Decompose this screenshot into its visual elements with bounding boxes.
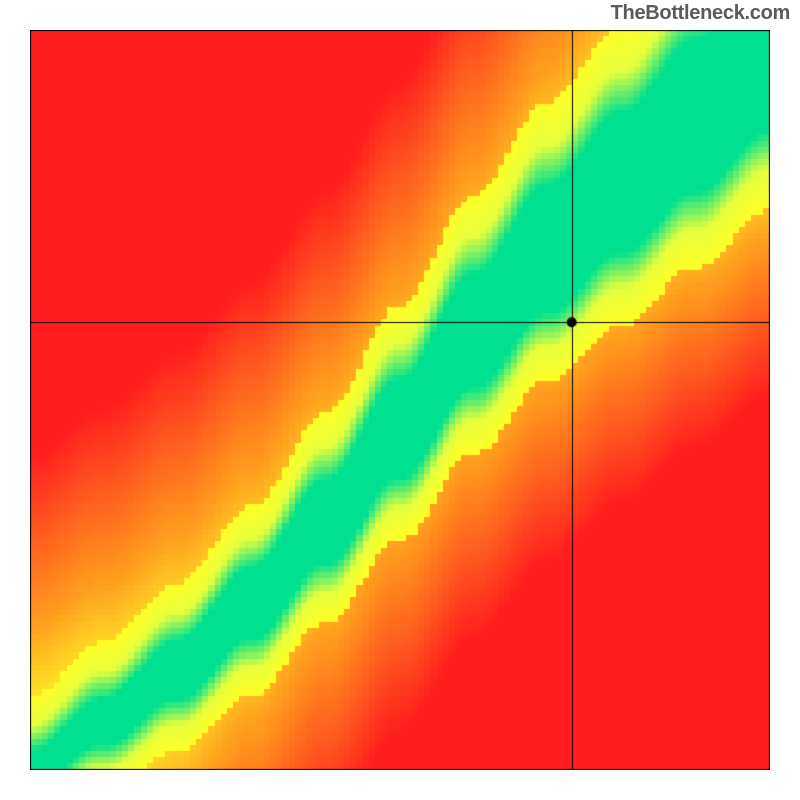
watermark-text: TheBottleneck.com — [611, 2, 790, 25]
chart-container: TheBottleneck.com — [0, 0, 800, 800]
bottleneck-heatmap — [30, 30, 770, 770]
